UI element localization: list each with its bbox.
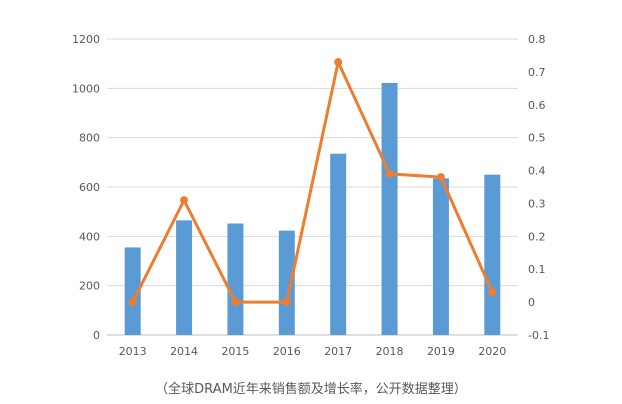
y-left-tick-label: 0 — [93, 329, 100, 342]
chart-caption: （全球DRAM近年来销售额及增长率，公开数据整理） — [155, 382, 467, 397]
bar — [124, 247, 141, 335]
y-right-tick-label: 0 — [528, 296, 535, 309]
y-right-tick-label: 0.7 — [528, 66, 546, 79]
y-left-tick-label: 600 — [79, 181, 100, 194]
y-left-tick-label: 200 — [79, 280, 100, 293]
line-point — [231, 298, 240, 307]
line-point — [488, 288, 497, 297]
y-right-tick-label: 0.4 — [528, 165, 546, 178]
y-right-tick-label: 0.6 — [528, 99, 546, 112]
x-tick-label: 2020 — [478, 345, 506, 358]
x-tick-label: 2017 — [324, 345, 352, 358]
y-right-tick-label: 0.8 — [528, 33, 546, 46]
x-tick-label: 2014 — [170, 345, 198, 358]
bar — [432, 178, 449, 335]
y-left-tick-label: 1200 — [72, 33, 100, 46]
x-tick-label: 2019 — [427, 345, 455, 358]
combo-chart: 0 200 400 600 800 1000 1200 -0.1 0 0.1 0.2 0.3 0.4 0.… — [72, 33, 549, 358]
y-right-tick-label: 0.3 — [528, 197, 546, 210]
x-tick-label: 2015 — [221, 345, 249, 358]
y-left-tick-label: 800 — [79, 132, 100, 145]
bar — [484, 174, 501, 335]
line-point — [128, 298, 137, 307]
line-point — [282, 298, 291, 307]
growth-line — [131, 60, 494, 304]
line-point — [385, 169, 394, 178]
bar — [381, 82, 398, 335]
line-point — [436, 173, 445, 182]
bar — [176, 220, 193, 335]
y-right-tick-label: 0.1 — [528, 263, 546, 276]
bar — [278, 230, 295, 335]
y-right-tick-label: -0.1 — [528, 329, 549, 342]
x-tick-label: 2018 — [376, 345, 404, 358]
y-left-tick-label: 1000 — [72, 82, 100, 95]
bar — [330, 153, 347, 335]
x-tick-label: 2016 — [273, 345, 301, 358]
bar — [227, 223, 244, 335]
line-point — [334, 58, 343, 67]
y-left-tick-label: 400 — [79, 230, 100, 243]
y-right-tick-label: 0.5 — [528, 132, 546, 145]
y-right-tick-label: 0.2 — [528, 230, 546, 243]
x-tick-label: 2013 — [119, 345, 147, 358]
line-point — [180, 196, 189, 205]
